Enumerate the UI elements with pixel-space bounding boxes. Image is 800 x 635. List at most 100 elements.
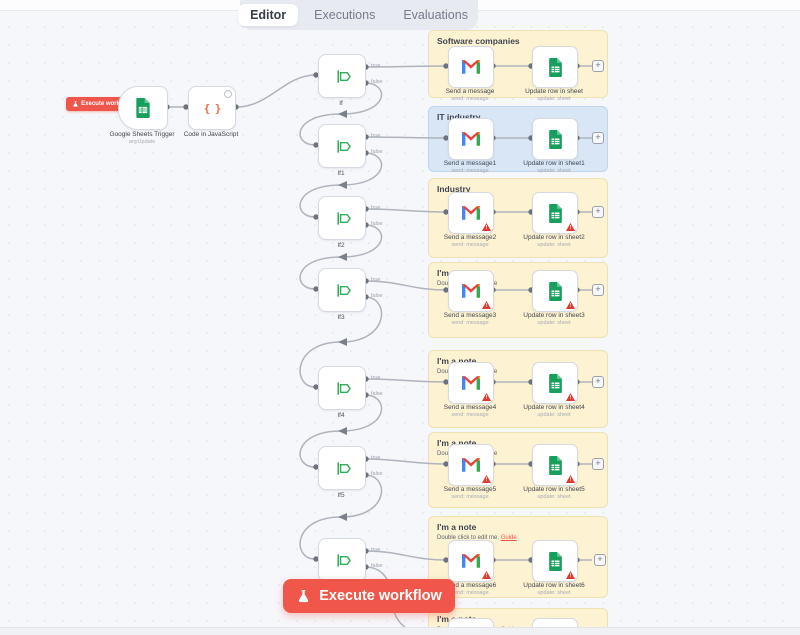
warning-icon	[566, 475, 575, 483]
port-label-false: false	[371, 391, 383, 397]
sheets-node-label: Update row in sheet5 update: sheet	[523, 486, 585, 501]
guide-link[interactable]: Guide	[500, 535, 517, 542]
bottom-bar	[0, 627, 800, 635]
tab-executions[interactable]: Executions	[314, 8, 376, 22]
add-node-button[interactable]	[592, 60, 604, 72]
execute-workflow-button[interactable]: Execute workflow	[283, 579, 455, 613]
google-sheets-icon	[548, 129, 562, 149]
note-title: Industry	[437, 184, 471, 194]
gmail-icon	[462, 132, 480, 146]
gmail-node-label: Send a message6 send: message	[443, 582, 497, 597]
gmail-node-label: Send a message send: message	[445, 88, 495, 103]
code-braces-icon	[204, 99, 221, 117]
google-sheets-icon	[548, 281, 562, 301]
if-node-2[interactable]	[318, 196, 366, 240]
gmail-node-label: Send a message2 send: message	[443, 234, 497, 249]
gmail-node[interactable]	[448, 540, 494, 582]
note-title: I'm a note	[437, 438, 477, 448]
gmail-icon	[462, 458, 480, 472]
add-node-button[interactable]	[592, 284, 604, 296]
add-node-button[interactable]	[592, 206, 604, 218]
if-node-label: If5	[337, 492, 345, 499]
port-label-false: false	[371, 149, 383, 155]
gmail-icon	[462, 60, 480, 74]
port-label-true: true	[371, 133, 381, 139]
if-sign-icon	[337, 69, 351, 83]
sheets-node[interactable]	[532, 192, 578, 234]
code-node-label: Code in JavaScript	[183, 131, 239, 138]
google-sheets-icon	[548, 455, 562, 475]
gmail-icon	[462, 284, 480, 298]
google-sheets-trigger-node[interactable]	[118, 86, 168, 130]
port-label-true: true	[371, 455, 381, 461]
warning-icon	[482, 223, 491, 231]
gmail-node[interactable]	[448, 118, 494, 160]
gmail-icon	[462, 376, 480, 390]
note-title: IT industry	[437, 112, 481, 122]
sheets-node-label: Update row in sheet4 update: sheet	[523, 404, 585, 419]
gmail-icon	[462, 554, 480, 568]
warning-icon	[482, 475, 491, 483]
code-node[interactable]	[188, 86, 236, 130]
port-label-true: true	[371, 547, 381, 553]
sheets-node[interactable]	[532, 270, 578, 312]
sheets-node[interactable]	[532, 46, 578, 88]
flask-icon	[73, 100, 78, 107]
port-label-true: true	[371, 205, 381, 211]
trigger-node-label: Google Sheets Trigger anyUpdate	[109, 131, 175, 146]
flask-icon	[299, 589, 309, 602]
google-sheets-icon	[548, 551, 562, 571]
if-node-label: If1	[337, 170, 345, 177]
sheets-node-label: Update row in sheet1 update: sheet	[523, 160, 585, 175]
port-label-true: true	[371, 375, 381, 381]
add-node-button[interactable]	[592, 376, 604, 388]
google-sheets-icon	[548, 203, 562, 223]
add-node-button[interactable]	[592, 458, 604, 470]
settings-icon	[224, 90, 232, 98]
gmail-node[interactable]	[448, 270, 494, 312]
sheets-node-label: Update row in sheet2 update: sheet	[523, 234, 585, 249]
note-title: I'm a note	[437, 522, 477, 532]
if-node-label: If3	[337, 314, 345, 321]
gmail-node[interactable]	[448, 192, 494, 234]
add-node-button[interactable]	[592, 132, 604, 144]
warning-icon	[482, 393, 491, 401]
sheets-node[interactable]	[532, 362, 578, 404]
if-node-1[interactable]	[318, 124, 366, 168]
gmail-node-label: Send a message5 send: message	[443, 486, 497, 501]
if-node-0[interactable]	[318, 54, 366, 98]
warning-icon	[566, 571, 575, 579]
if-node-label: If4	[337, 412, 345, 419]
if-sign-icon	[337, 461, 351, 475]
sheets-node[interactable]	[532, 540, 578, 582]
tab-bar: Editor Executions Evaluations	[238, 0, 478, 30]
note-body: Double click to edit me. Guide	[437, 535, 517, 542]
port-label-true: true	[371, 277, 381, 283]
if-node-6[interactable]	[318, 538, 366, 582]
add-node-button[interactable]	[594, 554, 606, 566]
if-node-label: If	[339, 100, 343, 107]
if-node-4[interactable]	[318, 366, 366, 410]
sheets-node[interactable]	[532, 118, 578, 160]
gmail-icon	[462, 206, 480, 220]
sheets-node[interactable]	[532, 444, 578, 486]
if-node-5[interactable]	[318, 446, 366, 490]
google-sheets-icon	[136, 98, 150, 118]
warning-icon	[566, 223, 575, 231]
port-label-true: true	[371, 63, 381, 69]
gmail-node[interactable]	[448, 362, 494, 404]
if-sign-icon	[337, 139, 351, 153]
warning-icon	[482, 571, 491, 579]
note-title: I'm a note	[437, 356, 477, 366]
if-node-3[interactable]	[318, 268, 366, 312]
gmail-node-label: Send a message4 send: message	[443, 404, 497, 419]
gmail-node[interactable]	[448, 46, 494, 88]
if-sign-icon	[337, 283, 351, 297]
gmail-node[interactable]	[448, 444, 494, 486]
tab-editor[interactable]: Editor	[238, 4, 299, 26]
if-sign-icon	[337, 211, 351, 225]
tab-evaluations[interactable]: Evaluations	[403, 8, 468, 22]
sheets-node-label: Update row in sheet update: sheet	[525, 88, 583, 103]
if-sign-icon	[337, 381, 351, 395]
port-label-false: false	[371, 293, 383, 299]
